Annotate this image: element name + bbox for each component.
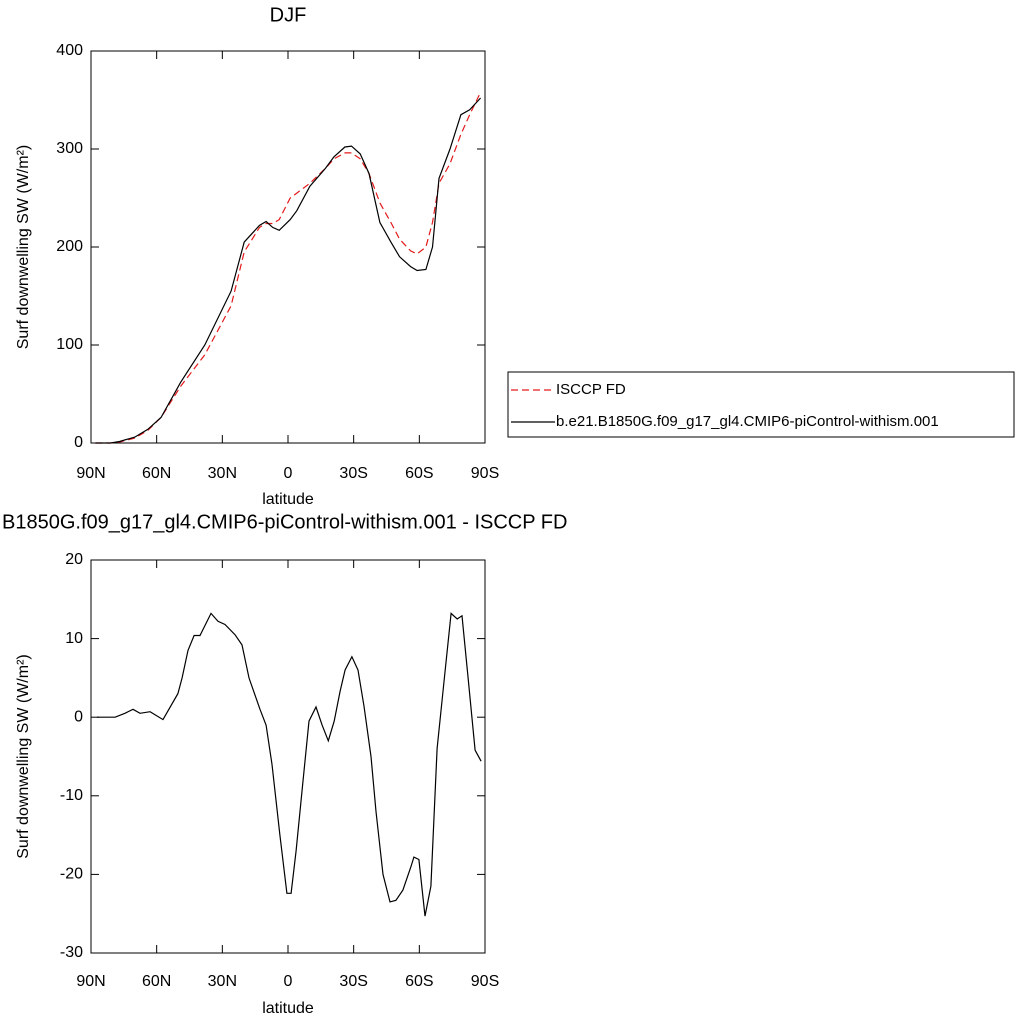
y-tick-label: 0 — [74, 708, 83, 725]
legend-label: b.e21.B1850G.f09_g17_gl4.CMIP6-piControl… — [556, 413, 939, 430]
x-tick-label: 30S — [339, 973, 367, 990]
x-tick-label: 90N — [76, 465, 105, 482]
x-axis-label: latitude — [262, 1000, 314, 1017]
y-tick-label: 20 — [65, 551, 83, 568]
y-axis-label: Surf downwelling SW (W/m²) — [15, 145, 32, 349]
x-tick-label: 60S — [405, 465, 433, 482]
chart-title: DJF — [270, 4, 307, 26]
x-tick-label: 90S — [471, 973, 499, 990]
x-tick-label: 0 — [284, 465, 293, 482]
x-tick-label: 30S — [339, 465, 367, 482]
x-tick-label: 30N — [208, 973, 237, 990]
x-tick-label: 60S — [405, 973, 433, 990]
x-tick-label: 60N — [142, 973, 171, 990]
plot-frame — [90, 50, 486, 444]
data-line — [95, 91, 482, 444]
plot-frame — [90, 559, 486, 954]
x-tick-label: 30N — [208, 465, 237, 482]
y-tick-label: -10 — [60, 787, 83, 804]
legend-box — [507, 371, 1015, 438]
x-axis-label: latitude — [262, 491, 314, 508]
y-tick-label: 200 — [56, 238, 83, 255]
x-tick-label: 90S — [471, 465, 499, 482]
y-tick-label: -30 — [60, 944, 83, 961]
y-tick-label: 300 — [56, 140, 83, 157]
y-axis-label: Surf downwelling SW (W/m²) — [15, 654, 32, 858]
chart-title: B1850G.f09_g17_gl4.CMIP6-piControl-withi… — [2, 511, 567, 533]
data-line — [96, 612, 482, 917]
data-line — [95, 97, 482, 444]
x-tick-label: 90N — [76, 973, 105, 990]
y-tick-label: 0 — [74, 434, 83, 451]
x-tick-label: 60N — [142, 465, 171, 482]
y-tick-label: 10 — [65, 630, 83, 647]
y-tick-label: -20 — [60, 866, 83, 883]
legend-label: ISCCP FD — [556, 381, 626, 398]
y-tick-label: 400 — [56, 42, 83, 59]
y-tick-label: 100 — [56, 336, 83, 353]
x-tick-label: 0 — [284, 973, 293, 990]
